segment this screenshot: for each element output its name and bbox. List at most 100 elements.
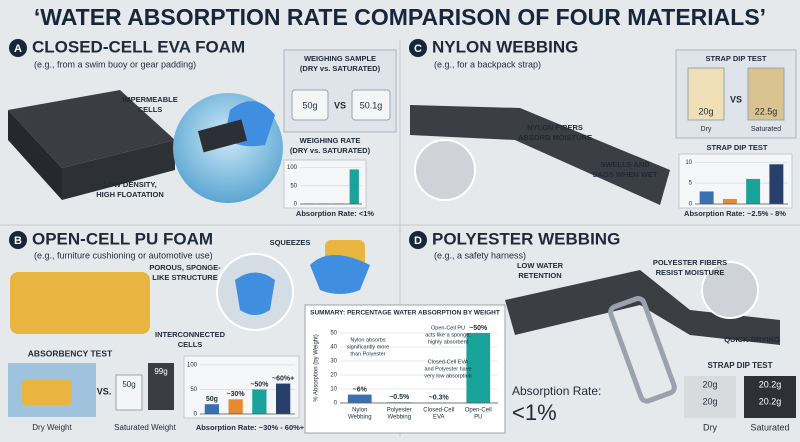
x-tick-label: Nylon <box>352 408 367 414</box>
callout: POLYESTER FIBERS <box>653 258 727 267</box>
x-tick-label: EVA <box>433 415 445 421</box>
y-tick-label: 50 <box>290 183 297 189</box>
note: Nylon absorbs <box>350 337 385 343</box>
vs: VS <box>730 94 742 104</box>
vs: VS. <box>97 386 112 396</box>
note: very low absorption <box>424 373 471 379</box>
bar <box>723 199 737 204</box>
callout: IMPERMEABLE <box>122 95 177 104</box>
bar <box>769 164 783 204</box>
panel-heading: NYLON WEBBING <box>432 37 578 56</box>
fiber-closeup <box>415 140 475 200</box>
y-tick-label: 10 <box>685 160 692 166</box>
callout: LOW DENSITY, <box>103 180 156 189</box>
bar <box>350 169 359 204</box>
callout: POROUS, SPONGE- <box>149 263 221 272</box>
callout: LIKE STRUCTURE <box>152 273 217 282</box>
note: than Polyester <box>350 351 385 357</box>
callout: NYLON FIBERS <box>527 123 583 132</box>
y-tick-label: 30 <box>330 359 337 365</box>
panel-letter: B <box>14 235 22 247</box>
panel-subtitle: (e.g., for a backpack strap) <box>434 59 541 69</box>
value-label: ~30% <box>227 391 246 398</box>
note: acts like a sponge, <box>425 332 471 338</box>
reading: 99g <box>154 367 167 376</box>
chart-title: STRAP DIP TEST <box>707 143 768 152</box>
reading: 20.2g <box>759 379 782 389</box>
summary-title: SUMMARY: PERCENTAGE WATER ABSORPTION BY … <box>310 310 500 317</box>
value-label: ~50% <box>250 381 269 388</box>
test-label: Dry Weight <box>32 423 72 432</box>
chart-caption: Absorption Rate: ~2.5% - 8% <box>684 209 786 218</box>
x-tick-label: PU <box>474 415 482 421</box>
glove <box>235 273 275 316</box>
x-tick-label: Open-Cell <box>465 408 492 414</box>
callout: RETENTION <box>518 271 561 280</box>
y-tick-label: 10 <box>330 387 337 393</box>
bar <box>205 404 219 414</box>
x-tick-label: Polyester <box>387 408 412 414</box>
callout: QUICK-DRYING <box>724 335 780 344</box>
note: Closed-Cell EVA <box>428 359 469 365</box>
reading: 20g <box>702 396 717 406</box>
test-label: Saturated Weight <box>114 423 176 432</box>
bar <box>252 389 266 414</box>
callout: SAGS WHEN WET <box>593 170 658 179</box>
panel-letter: C <box>414 43 422 55</box>
note: highly absorbent <box>428 339 469 345</box>
note: significantly more <box>347 344 390 350</box>
panel-subtitle: (e.g., from a swim buoy or gear padding) <box>34 59 196 69</box>
panel-letter: D <box>414 235 422 247</box>
callout: CELLS <box>138 105 163 114</box>
test-title: STRAP DIP TEST <box>706 54 767 63</box>
chart-caption: Absorption Rate: <1% <box>296 209 374 218</box>
panel-subtitle: (e.g., a safety harness) <box>434 250 526 260</box>
panel-letter: A <box>14 43 22 55</box>
value-label: ~0.3% <box>429 394 450 401</box>
reading: 22.5g <box>755 106 778 116</box>
reading: 20.2g <box>759 396 782 406</box>
callout: SWELLS AND <box>600 160 650 169</box>
test-title: WEIGHING SAMPLE <box>304 54 376 63</box>
reading: 50g <box>122 380 135 389</box>
callout: LOW WATER <box>517 261 564 270</box>
y-tick-label: 40 <box>330 345 337 351</box>
test-label: Dry <box>703 422 717 432</box>
note: and Polyester have <box>424 366 471 372</box>
test-label: Saturated <box>751 126 781 133</box>
value-label: ~0.5% <box>389 394 410 401</box>
chart-caption: Absorption Rate: ~30% - 60%+ <box>196 423 305 432</box>
panel-subtitle: (e.g., furniture cushioning or automotiv… <box>34 250 213 260</box>
sponge <box>22 380 72 405</box>
x-tick-label: Closed-Cell <box>423 408 454 414</box>
callout: SQUEEZES <box>270 238 311 247</box>
reading: 20g <box>698 106 713 116</box>
bar <box>700 191 714 204</box>
test-label: Saturated <box>750 422 789 432</box>
value-label: ~6% <box>353 386 368 393</box>
sponge <box>10 272 150 334</box>
test-title: ABSORBENCY TEST <box>28 348 113 358</box>
callout: ABSORB MOISTURE <box>518 133 592 142</box>
bar <box>229 399 243 414</box>
test-label: Dry <box>701 126 712 133</box>
test-title: STRAP DIP TEST <box>707 361 772 370</box>
y-tick-label: 50 <box>190 387 197 393</box>
chart-title: (DRY vs. SATURATED) <box>290 146 371 155</box>
panel-heading: POLYESTER WEBBING <box>432 229 620 248</box>
x-tick-label: Webbing <box>348 415 372 421</box>
y-tick-label: 100 <box>187 362 198 368</box>
rate-value: <1% <box>512 400 557 425</box>
x-tick-label: Webbing <box>387 415 411 421</box>
callout: HIGH FLOATATION <box>96 190 164 199</box>
value-label: ~60%+ <box>272 375 294 382</box>
chart-title: WEIGHING RATE <box>300 136 361 145</box>
bar <box>746 179 760 204</box>
title: ‘WATER ABSORPTION RATE COMPARISON OF FOU… <box>34 4 766 30</box>
reading: 50g <box>302 100 317 110</box>
y-axis-label: % Absorption (by Weight) <box>314 334 320 402</box>
reading: 50.1g <box>360 100 383 110</box>
bar <box>348 395 372 403</box>
